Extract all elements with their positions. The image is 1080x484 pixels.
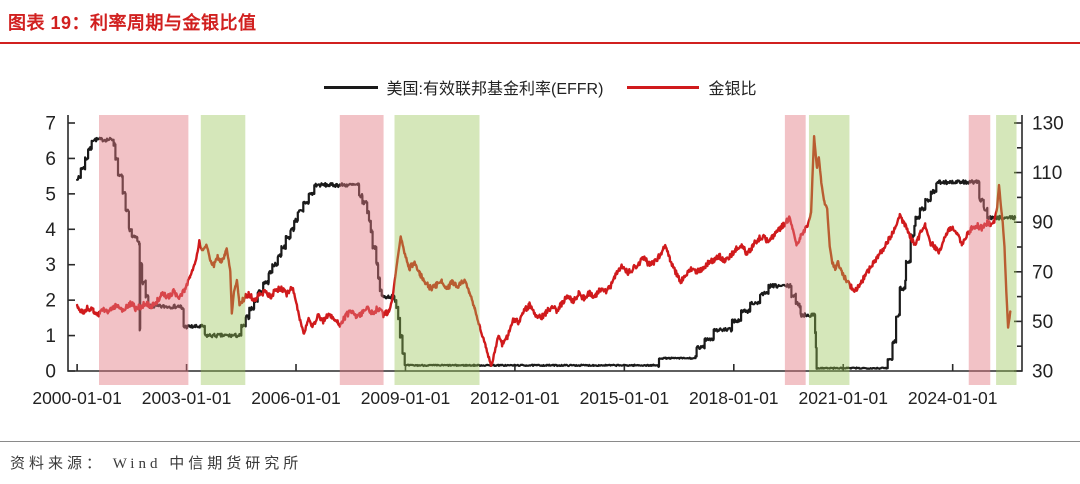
legend-line-swatch	[627, 85, 700, 89]
axes	[67, 115, 1023, 372]
rate-cut-band-pink	[784, 115, 806, 385]
left-y-tick-label: 2	[45, 291, 56, 312]
gold-silver-ratio-line	[75, 135, 1012, 367]
right-y-tick-label: 90	[1032, 213, 1053, 234]
right-y-tick-label: 110	[1032, 163, 1062, 184]
x-tick-label: 2021-01-01	[798, 388, 888, 408]
left-y-tick-label: 5	[45, 184, 56, 205]
right-y-tick-label: 30	[1032, 362, 1053, 383]
left-y-tick-label: 6	[45, 149, 56, 170]
x-tick-label: 2009-01-01	[361, 388, 451, 408]
series-lines	[75, 135, 1017, 370]
x-tick-label: 2024-01-01	[908, 388, 998, 408]
chart-area: 0 1 2 3 4 5 6 7 30 50 70 90 110 130 2000-01-01 2003-01-…	[0, 44, 1080, 412]
chart-legend: 美国:有效联邦基金利率(EFFR) 金银比	[0, 75, 1080, 99]
legend-label: 美国:有效联邦基金利率(EFFR)	[386, 81, 604, 98]
x-tick-label: 2018-01-01	[689, 388, 779, 408]
x-tick-label: 2003-01-01	[142, 388, 232, 408]
axis-tick-labels: 0 1 2 3 4 5 6 7 30 50 70 90 110 130 2000-01-01 2003-01-…	[32, 114, 1063, 409]
rate-cut-band-pink	[968, 115, 991, 385]
x-tick-label: 2006-01-01	[251, 388, 341, 408]
left-y-tick-label: 3	[45, 255, 56, 276]
legend-label: 金银比	[708, 81, 757, 98]
footer-divider	[0, 441, 1080, 442]
shaded-bands	[99, 115, 1017, 385]
effr-line	[76, 136, 1017, 370]
left-y-tick-label: 1	[45, 326, 56, 347]
right-y-tick-label: 70	[1032, 262, 1053, 283]
left-y-tick-label: 7	[45, 114, 56, 135]
low-rate-band-green	[200, 115, 246, 385]
title-divider	[0, 42, 1080, 44]
right-y-tick-label: 130	[1032, 114, 1064, 135]
x-tick-label: 2012-01-01	[470, 388, 560, 408]
left-y-tick-label: 4	[45, 220, 56, 241]
left-y-tick-label: 0	[45, 362, 56, 383]
x-tick-label: 2000-01-01	[32, 388, 122, 408]
rate-cut-band-pink	[339, 115, 384, 385]
low-rate-band-green	[394, 115, 480, 385]
low-rate-band-green	[808, 115, 850, 385]
figure-title: 图表 19：利率周期与金银比值	[8, 13, 257, 33]
right-y-tick-label: 50	[1032, 312, 1053, 333]
legend-item: 金银比	[627, 75, 756, 99]
data-source: 资料来源： Wind 中信期货研究所	[10, 456, 303, 472]
legend-item: 美国:有效联邦基金利率(EFFR)	[323, 75, 604, 99]
legend-line-swatch	[323, 85, 378, 89]
low-rate-band-green	[996, 115, 1017, 385]
x-tick-label: 2015-01-01	[580, 388, 670, 408]
rate-cut-band-pink	[99, 115, 189, 385]
rate-gsr-chart: 0 1 2 3 4 5 6 7 30 50 70 90 110 130 2000-01-01 2003-01-…	[32, 114, 1063, 409]
